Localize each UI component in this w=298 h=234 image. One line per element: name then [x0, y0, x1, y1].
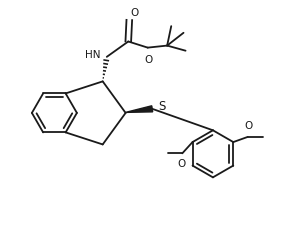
Polygon shape: [125, 106, 153, 112]
Text: HN: HN: [85, 50, 100, 60]
Text: O: O: [130, 8, 139, 18]
Text: O: O: [145, 55, 153, 65]
Text: S: S: [158, 100, 165, 113]
Text: O: O: [177, 159, 185, 169]
Text: O: O: [245, 121, 253, 131]
